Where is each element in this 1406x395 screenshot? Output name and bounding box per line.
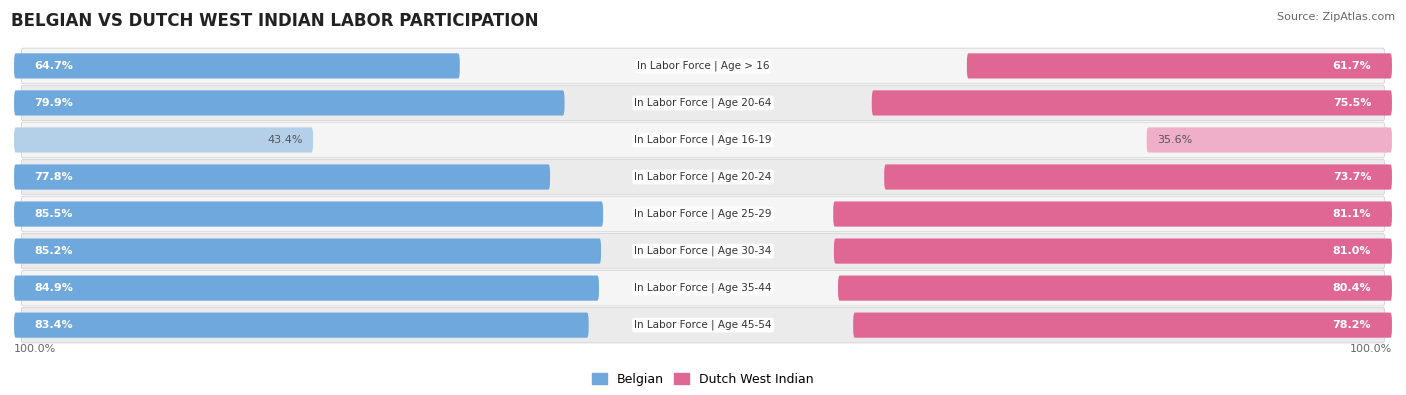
Text: In Labor Force | Age > 16: In Labor Force | Age > 16 bbox=[637, 61, 769, 71]
FancyBboxPatch shape bbox=[834, 201, 1392, 227]
Text: 35.6%: 35.6% bbox=[1157, 135, 1192, 145]
FancyBboxPatch shape bbox=[834, 239, 1392, 264]
Text: 79.9%: 79.9% bbox=[35, 98, 73, 108]
FancyBboxPatch shape bbox=[21, 85, 1385, 121]
Legend: Belgian, Dutch West Indian: Belgian, Dutch West Indian bbox=[588, 368, 818, 391]
FancyBboxPatch shape bbox=[967, 53, 1392, 79]
FancyBboxPatch shape bbox=[21, 270, 1385, 306]
Text: In Labor Force | Age 35-44: In Labor Force | Age 35-44 bbox=[634, 283, 772, 293]
FancyBboxPatch shape bbox=[21, 122, 1385, 158]
Text: 81.0%: 81.0% bbox=[1333, 246, 1371, 256]
Text: 64.7%: 64.7% bbox=[35, 61, 73, 71]
FancyBboxPatch shape bbox=[14, 312, 589, 338]
FancyBboxPatch shape bbox=[14, 201, 603, 227]
FancyBboxPatch shape bbox=[21, 307, 1385, 343]
FancyBboxPatch shape bbox=[14, 276, 599, 301]
Text: 84.9%: 84.9% bbox=[35, 283, 73, 293]
Text: In Labor Force | Age 30-34: In Labor Force | Age 30-34 bbox=[634, 246, 772, 256]
FancyBboxPatch shape bbox=[21, 196, 1385, 232]
Text: 100.0%: 100.0% bbox=[14, 344, 56, 354]
Text: In Labor Force | Age 20-64: In Labor Force | Age 20-64 bbox=[634, 98, 772, 108]
Text: 80.4%: 80.4% bbox=[1333, 283, 1371, 293]
Text: 61.7%: 61.7% bbox=[1333, 61, 1371, 71]
FancyBboxPatch shape bbox=[14, 128, 314, 152]
FancyBboxPatch shape bbox=[21, 159, 1385, 195]
FancyBboxPatch shape bbox=[14, 90, 565, 116]
Text: BELGIAN VS DUTCH WEST INDIAN LABOR PARTICIPATION: BELGIAN VS DUTCH WEST INDIAN LABOR PARTI… bbox=[11, 12, 538, 30]
Text: 81.1%: 81.1% bbox=[1333, 209, 1371, 219]
Text: 85.5%: 85.5% bbox=[35, 209, 73, 219]
Text: 83.4%: 83.4% bbox=[35, 320, 73, 330]
FancyBboxPatch shape bbox=[1147, 128, 1392, 152]
Text: In Labor Force | Age 25-29: In Labor Force | Age 25-29 bbox=[634, 209, 772, 219]
Text: 77.8%: 77.8% bbox=[35, 172, 73, 182]
FancyBboxPatch shape bbox=[21, 233, 1385, 269]
FancyBboxPatch shape bbox=[838, 276, 1392, 301]
Text: In Labor Force | Age 45-54: In Labor Force | Age 45-54 bbox=[634, 320, 772, 330]
Text: 78.2%: 78.2% bbox=[1333, 320, 1371, 330]
FancyBboxPatch shape bbox=[14, 239, 600, 264]
FancyBboxPatch shape bbox=[14, 164, 550, 190]
Text: Source: ZipAtlas.com: Source: ZipAtlas.com bbox=[1277, 12, 1395, 22]
FancyBboxPatch shape bbox=[21, 48, 1385, 84]
Text: 43.4%: 43.4% bbox=[267, 135, 302, 145]
FancyBboxPatch shape bbox=[872, 90, 1392, 116]
Text: In Labor Force | Age 20-24: In Labor Force | Age 20-24 bbox=[634, 172, 772, 182]
FancyBboxPatch shape bbox=[884, 164, 1392, 190]
Text: 100.0%: 100.0% bbox=[1350, 344, 1392, 354]
Text: 75.5%: 75.5% bbox=[1333, 98, 1371, 108]
Text: In Labor Force | Age 16-19: In Labor Force | Age 16-19 bbox=[634, 135, 772, 145]
FancyBboxPatch shape bbox=[14, 53, 460, 79]
Text: 85.2%: 85.2% bbox=[35, 246, 73, 256]
FancyBboxPatch shape bbox=[853, 312, 1392, 338]
Text: 73.7%: 73.7% bbox=[1333, 172, 1371, 182]
